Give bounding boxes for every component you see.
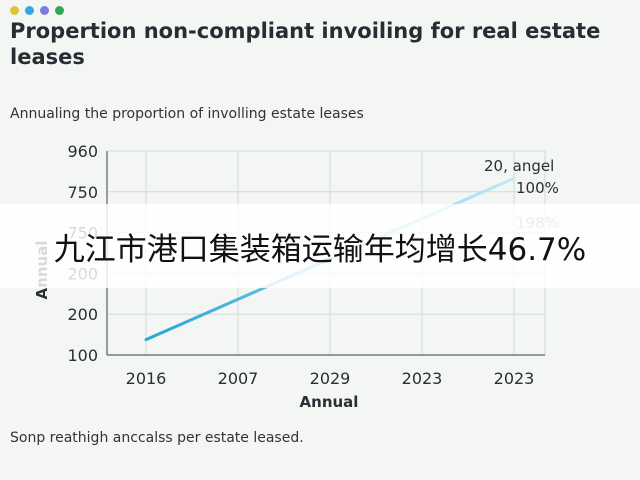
x-tick-label: 2023 [494,369,535,388]
y-tick-label: 750 [67,183,98,202]
yellow-dot-icon [10,6,19,15]
y-tick-label: 200 [67,305,98,324]
y-tick-label: 960 [67,142,98,161]
caption-banner: 九江市港口集装箱运输年均增长46.7% [0,204,640,288]
chart-subtitle: Annualing the proportion of involling es… [10,106,364,122]
chart-title: Propertion non-compliant invoiling for r… [10,19,601,69]
banner-text: 九江市港口集装箱运输年均增长46.7% [53,231,587,268]
x-axis-title: Annual [300,393,359,411]
annotation-label: 20, angel [484,157,554,175]
x-tick-label: 2029 [310,369,351,388]
x-tick-label: 2023 [402,369,443,388]
blue-dot-icon [25,6,34,15]
y-tick-label: 100 [67,346,98,365]
window-dots [10,6,64,15]
purple-dot-icon [40,6,49,15]
x-tick-label: 2007 [218,369,259,388]
chart-footnote: Sonp reathigh anccalss per estate leased… [10,430,304,446]
green-dot-icon [55,6,64,15]
x-tick-label: 2016 [126,369,167,388]
annotation-label: 100% [516,179,559,197]
